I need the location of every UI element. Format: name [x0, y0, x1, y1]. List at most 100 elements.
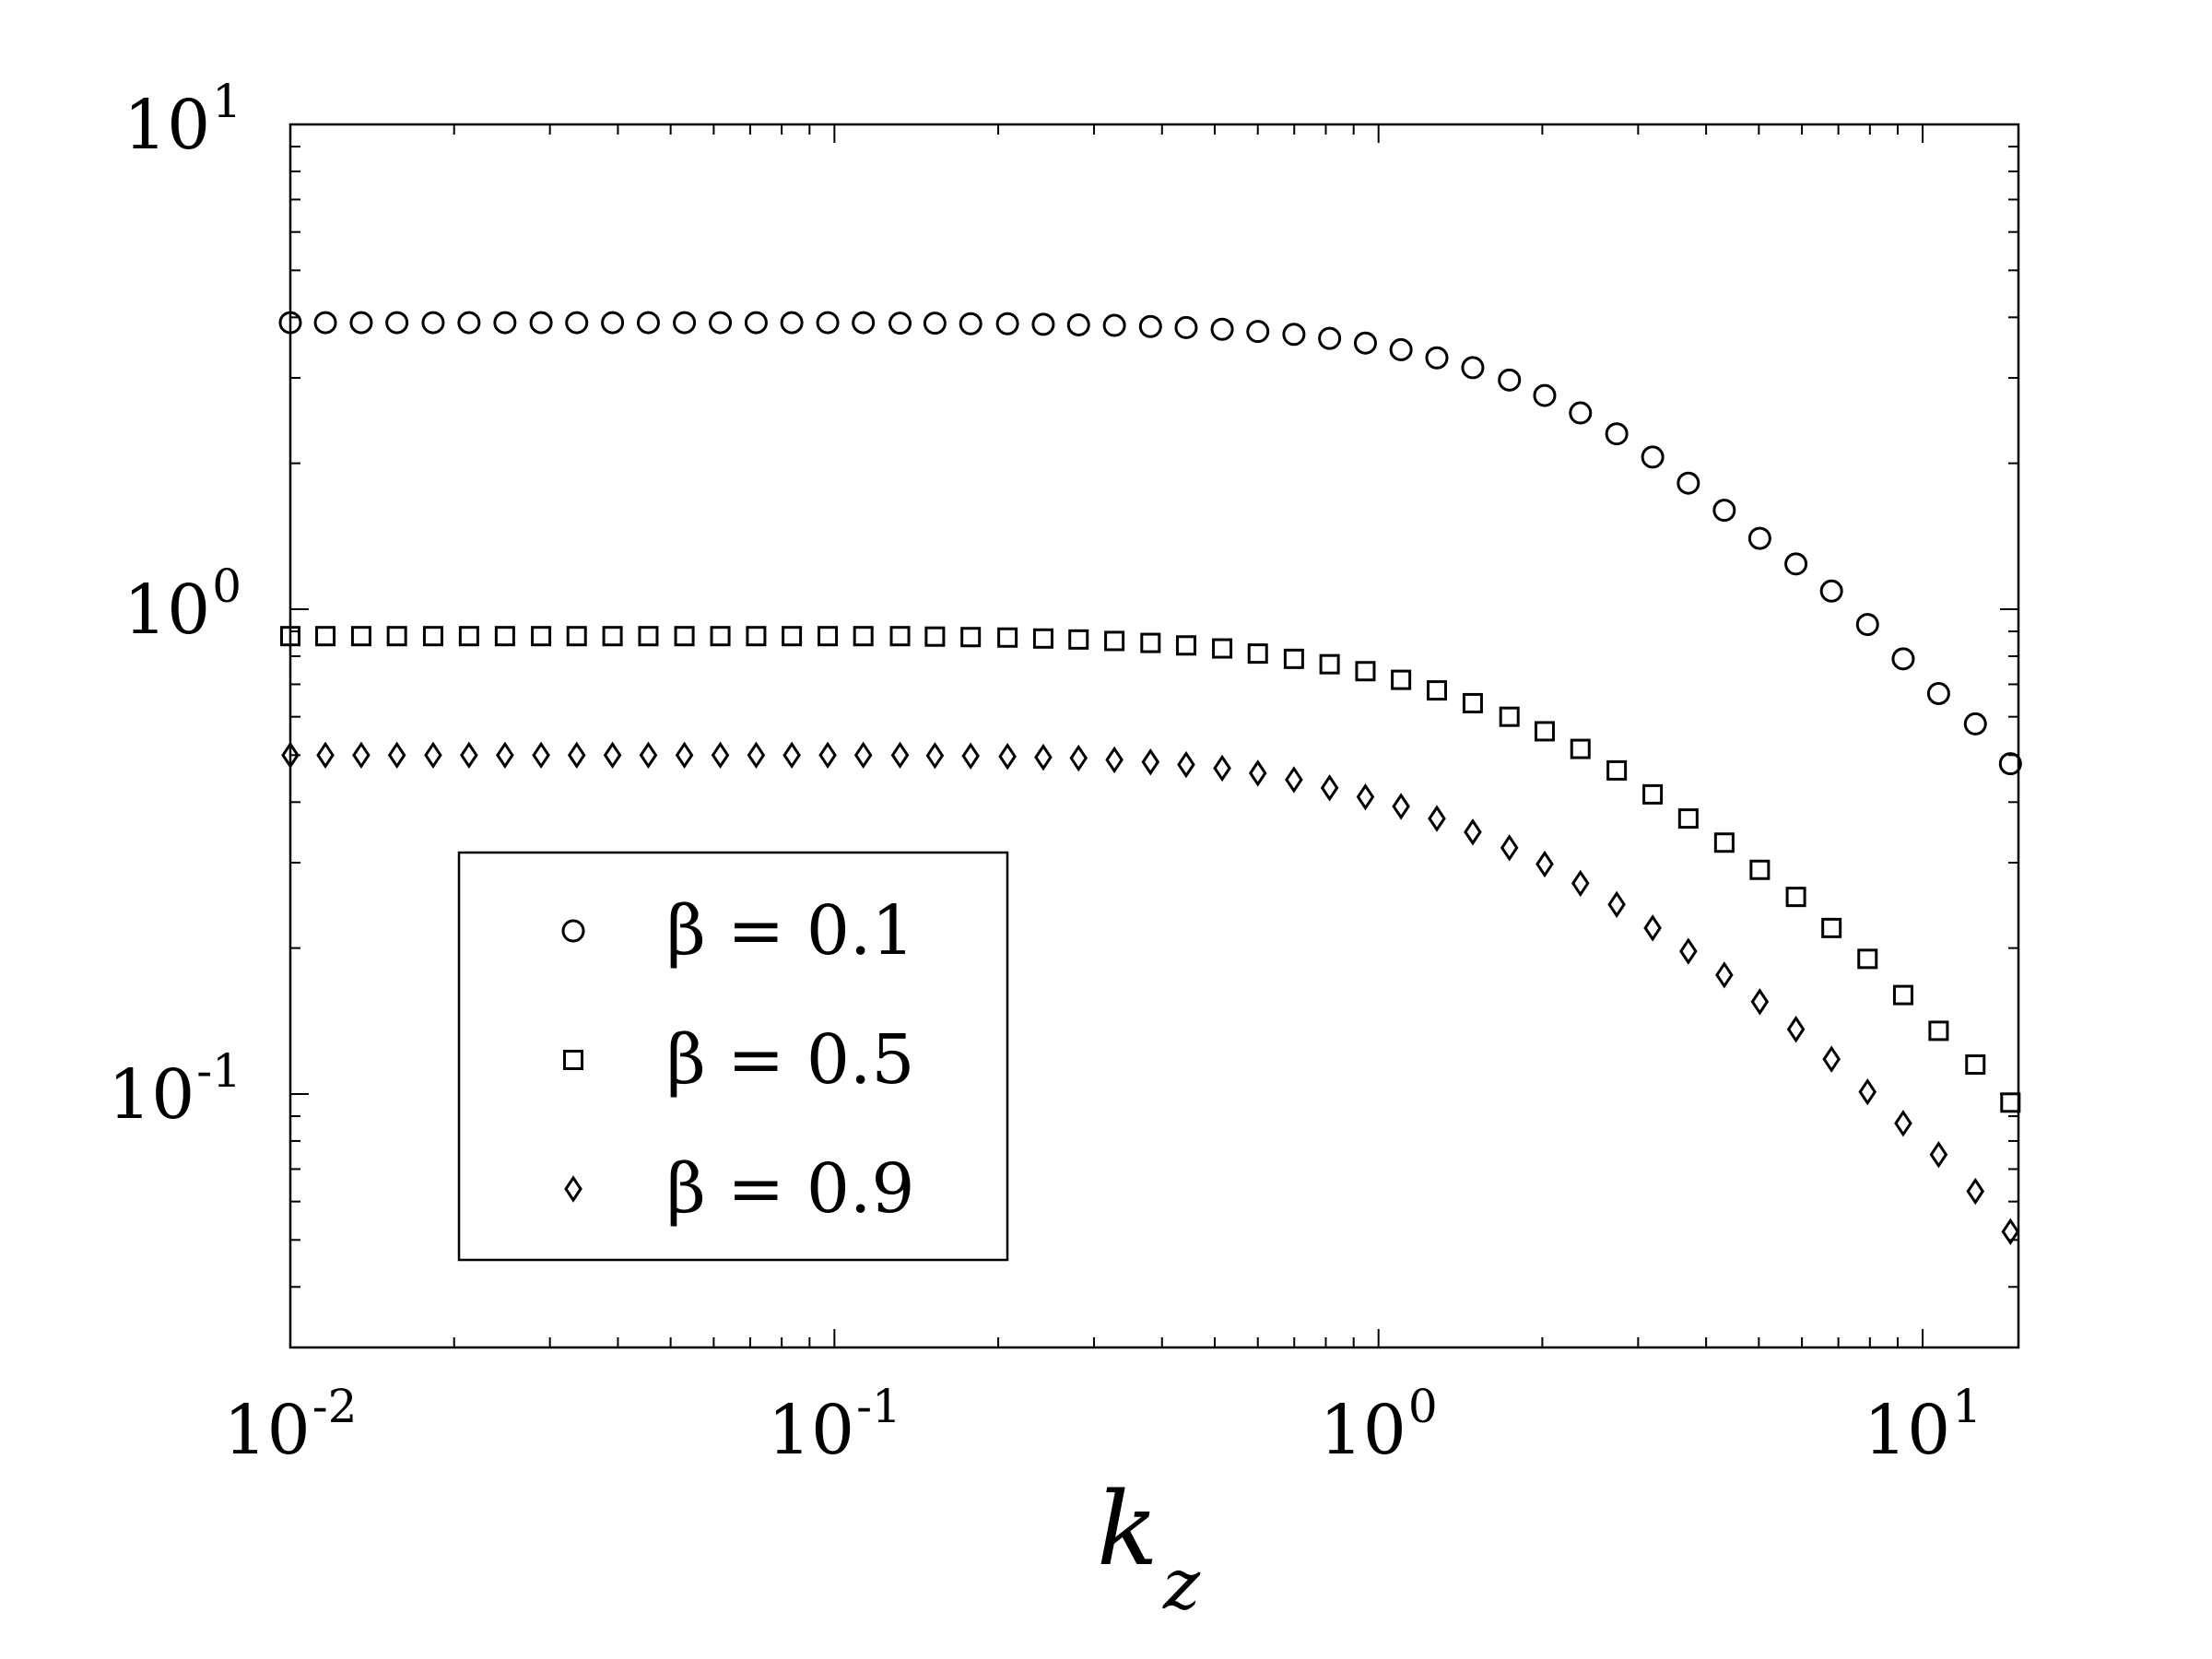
- data-point: [746, 626, 767, 647]
- data-point: [601, 311, 625, 335]
- data-point: [602, 626, 623, 647]
- legend-label: β = 0.5: [666, 1020, 915, 1100]
- data-point: [1102, 313, 1126, 337]
- data-point: [961, 742, 980, 770]
- data-point: [1032, 628, 1053, 649]
- data-point: [1571, 869, 1590, 898]
- data-point: [460, 741, 478, 770]
- data-point: [1894, 1110, 1912, 1137]
- data-point: [1426, 680, 1447, 701]
- data-point: [1533, 383, 1557, 407]
- data-point: [816, 311, 840, 335]
- data-point: [1031, 312, 1055, 336]
- data-point: [1389, 337, 1413, 361]
- data-point: [493, 311, 517, 335]
- tick-label-base: 10: [108, 1055, 194, 1135]
- data-point: [1213, 754, 1231, 782]
- data-point: [925, 742, 945, 770]
- data-point: [350, 626, 371, 647]
- x-axis-title-main: k: [1097, 1470, 1159, 1588]
- tick-label-base: 10: [1320, 1391, 1406, 1470]
- data-point: [494, 626, 515, 647]
- tick-label-exponent: 0: [212, 559, 241, 613]
- legend-marker-circle: [561, 919, 585, 943]
- data-point: [1858, 1077, 1877, 1106]
- data-point: [1749, 859, 1771, 880]
- data-point: [385, 311, 409, 335]
- data-point: [1175, 635, 1196, 656]
- data-point: [1248, 759, 1267, 787]
- legend-box: [457, 851, 1009, 1262]
- data-point: [1068, 629, 1089, 650]
- data-point: [1500, 834, 1519, 862]
- data-point: [1425, 346, 1449, 370]
- data-point: [1998, 752, 2022, 776]
- data-point: [1822, 1045, 1841, 1073]
- tick-label-base: 10: [124, 86, 210, 165]
- data-point: [1246, 320, 1270, 344]
- data-point: [421, 311, 445, 335]
- data-point: [1928, 1020, 1949, 1041]
- data-point: [1857, 948, 1878, 970]
- data-point: [1285, 766, 1303, 794]
- data-point: [1855, 613, 1879, 637]
- data-point: [818, 626, 839, 647]
- data-point: [1391, 669, 1412, 690]
- data-point: [888, 312, 912, 335]
- data-point: [1677, 471, 1700, 495]
- data-point: [747, 741, 766, 770]
- data-point: [782, 741, 801, 770]
- data-point: [1606, 759, 1628, 781]
- data-point: [889, 626, 911, 647]
- tick-label: 10 -1: [108, 1044, 241, 1135]
- data-point: [923, 312, 947, 335]
- data-point: [1140, 632, 1161, 653]
- data-point: [1464, 818, 1482, 846]
- data-point: [1174, 315, 1198, 339]
- data-point: [313, 311, 337, 335]
- data-point: [1929, 1140, 1948, 1169]
- data-point: [1499, 706, 1520, 727]
- x-axis-title: k z: [1097, 1470, 1201, 1625]
- data-point: [1715, 961, 1734, 989]
- data-point: [1785, 887, 1806, 908]
- legend: β = 0.1 β = 0.5 β = 0.9: [457, 851, 1009, 1262]
- data-point: [1320, 774, 1339, 802]
- tick-label-exponent: -1: [196, 1044, 241, 1098]
- tick-label-exponent: 1: [1952, 1380, 1982, 1433]
- data-point: [1353, 331, 1377, 355]
- data-point: [852, 311, 876, 335]
- data-point: [780, 311, 804, 335]
- data-point: [531, 626, 552, 647]
- data-point: [1066, 312, 1090, 336]
- data-point: [636, 311, 660, 335]
- legend-markers: [561, 919, 585, 1203]
- data-point: [424, 741, 442, 770]
- data-point: [1677, 808, 1699, 830]
- data-point: [532, 741, 550, 770]
- data-point: [710, 626, 731, 647]
- series-square: [280, 626, 2021, 1113]
- data-point: [316, 741, 335, 770]
- data-point: [959, 312, 982, 335]
- data-point: [1177, 750, 1195, 779]
- data-point: [315, 626, 336, 647]
- data-point: [457, 311, 481, 335]
- tick-label: 10 1: [1864, 1380, 1982, 1470]
- x-axis-title-subscript: z: [1162, 1543, 1201, 1625]
- data-point: [1569, 401, 1593, 425]
- data-point: [1141, 748, 1160, 776]
- tick-label-exponent: -1: [856, 1380, 901, 1433]
- data-point: [675, 741, 694, 770]
- data-point: [1892, 984, 1913, 1006]
- tick-label: 10 0: [1320, 1380, 1438, 1470]
- tick-label-base: 10: [124, 571, 210, 650]
- tick-label: 10 -2: [224, 1380, 358, 1470]
- data-point: [1821, 917, 1842, 938]
- data-point: [603, 741, 622, 770]
- data-point: [818, 741, 837, 770]
- data-point: [924, 626, 946, 647]
- data-point: [998, 742, 1017, 771]
- tick-label-exponent: 1: [212, 75, 241, 128]
- axis-tick-labels: 10 -2 10 -1 10 0 10 110 -110 010 1: [108, 75, 1982, 1470]
